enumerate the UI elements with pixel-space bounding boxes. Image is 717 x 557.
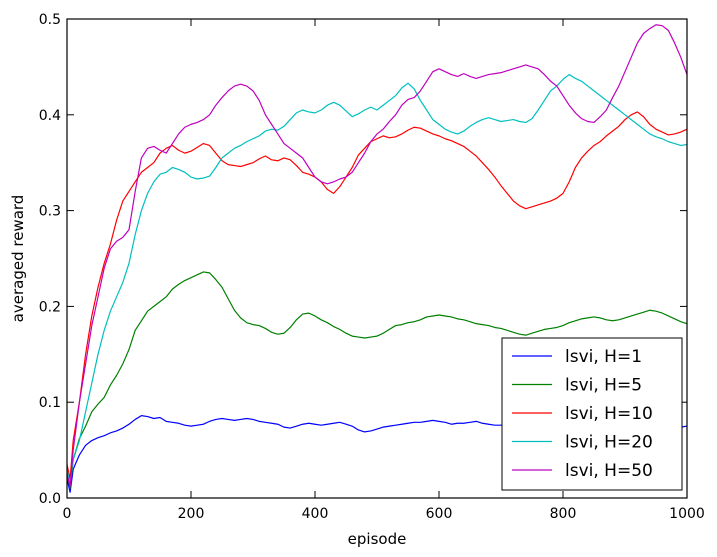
y-tick-label: 0.0 [39, 491, 61, 507]
x-tick-label: 600 [426, 506, 453, 522]
y-tick-label: 0.1 [39, 395, 61, 411]
legend-label: lsvi, H=10 [565, 404, 653, 424]
series-line-3 [66, 73, 688, 485]
series-line-1 [66, 271, 688, 490]
legend-label: lsvi, H=20 [565, 433, 653, 453]
x-tick-label: 0 [63, 506, 72, 522]
legend-box [501, 337, 683, 491]
series-layer [66, 24, 688, 493]
legend-entries: lsvi, H=1 lsvi, H=5 lsvi, H=10 lsvi, H=20 ls… [512, 347, 653, 481]
legend-label: lsvi, H=50 [565, 461, 653, 481]
x-tick-label: 200 [178, 506, 205, 522]
x-tick-label: 400 [302, 506, 329, 522]
x-tick-label: 800 [550, 506, 577, 522]
y-tick-label: 0.5 [39, 12, 61, 28]
y-axis-label: averaged reward [9, 195, 27, 323]
y-tick-label: 0.3 [39, 204, 61, 220]
ticks-layer: 0 200 400 600 800 1000 0.0 0.1 0.2 0.3 0.4 0.5 [39, 12, 705, 522]
y-tick-label: 0.4 [39, 108, 61, 124]
legend-label: lsvi, H=1 [565, 347, 642, 367]
legend: lsvi, H=1 lsvi, H=5 lsvi, H=10 lsvi, H=20 ls… [501, 337, 683, 491]
y-tick-label: 0.2 [39, 299, 61, 315]
x-tick-label: 1000 [669, 506, 705, 522]
series-line-4 [66, 24, 688, 488]
series-line-2 [66, 111, 688, 480]
legend-label: lsvi, H=5 [565, 376, 642, 396]
x-axis-label: episode [348, 530, 407, 548]
plot-frame [66, 18, 688, 499]
